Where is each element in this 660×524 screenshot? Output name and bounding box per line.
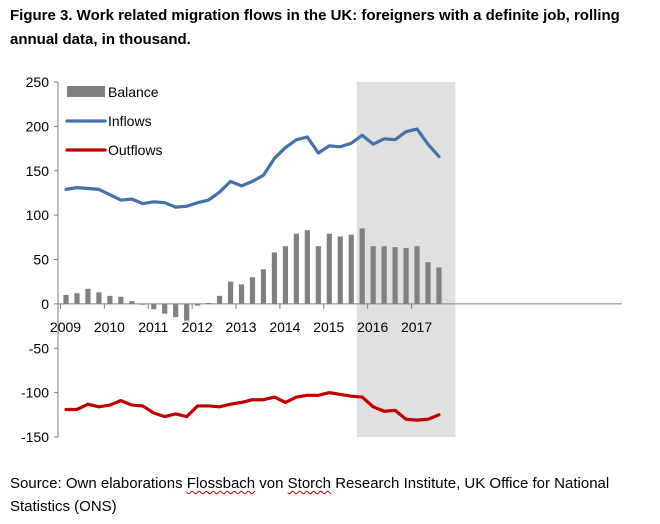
x-tick-label: 2012	[182, 319, 213, 335]
source-von: von	[255, 475, 288, 492]
y-tick-label: 250	[26, 74, 50, 90]
balance-bar	[129, 301, 135, 304]
legend-label-balance: Balance	[108, 84, 159, 100]
balance-bars	[63, 228, 442, 321]
x-tick-label: 2009	[50, 319, 81, 335]
source-flossbach: Flossbach	[186, 475, 256, 492]
x-tick-label: 2014	[269, 319, 300, 335]
balance-bar	[216, 295, 223, 304]
balance-bar	[195, 303, 201, 306]
balance-bar	[173, 303, 179, 318]
x-tick-label: 2015	[313, 319, 344, 335]
legend-label-outflows: Outflows	[108, 142, 162, 158]
balance-bar	[162, 303, 168, 314]
x-tick-label: 2013	[225, 319, 256, 335]
balance-bar	[436, 267, 442, 304]
balance-bar	[85, 288, 91, 304]
balance-bar	[403, 247, 409, 304]
legend-label-inflows: Inflows	[108, 113, 152, 129]
x-tick-label: 2010	[94, 319, 125, 335]
source-storch: Storch	[287, 475, 332, 492]
y-tick-label: 150	[26, 163, 50, 179]
balance-bar	[414, 246, 420, 304]
balance-bar	[107, 295, 113, 304]
legend-swatch-balance	[67, 86, 105, 97]
source-note: Source: Own elaborations Flossbach von S…	[10, 472, 650, 518]
x-tick-label: 2016	[357, 319, 388, 335]
x-tick-label: 2011	[138, 319, 168, 335]
balance-bar	[249, 277, 256, 304]
balance-bar	[96, 292, 102, 304]
y-tick-label: -150	[21, 429, 49, 445]
balance-bar	[260, 269, 267, 304]
balance-bar	[348, 234, 354, 304]
y-tick-label: 50	[33, 252, 49, 268]
figure-title: Figure 3. Work related migration flows i…	[10, 7, 620, 48]
balance-bar	[392, 247, 398, 304]
balance-bar	[151, 303, 157, 310]
balance-bar	[184, 303, 190, 321]
balance-bar	[271, 252, 278, 304]
source-prefix: Source: Own elaborations	[10, 475, 187, 492]
balance-bar	[315, 246, 321, 304]
balance-bar	[282, 246, 288, 304]
y-tick-label: -50	[29, 340, 49, 356]
y-tick-label: -100	[21, 385, 49, 401]
balance-bar	[326, 233, 332, 304]
balance-bar	[381, 246, 387, 304]
balance-bar	[293, 233, 299, 304]
balance-bar	[63, 295, 69, 304]
balance-bar	[425, 262, 431, 304]
balance-bar	[337, 236, 343, 304]
balance-bar	[359, 228, 365, 304]
outflows-line	[64, 391, 441, 422]
balance-bar	[227, 281, 234, 304]
axes: 250 200 150 100 50 0 -50 -100 -150 2009 2010 2011 20…	[21, 74, 622, 445]
inflows-line	[64, 127, 441, 209]
series-lines	[64, 127, 441, 422]
y-tick-label: 200	[26, 118, 50, 134]
y-tick-label: 0	[41, 296, 49, 312]
legend: Balance Inflows Outflows	[65, 84, 162, 158]
source-suffix: Research Institute, UK Office for Nation…	[10, 475, 610, 515]
balance-bar	[74, 293, 80, 304]
x-tick-label: 2017	[401, 319, 432, 335]
balance-bar	[118, 296, 124, 304]
balance-bar	[238, 284, 245, 304]
balance-bar	[370, 246, 376, 304]
balance-bar	[304, 230, 310, 304]
y-tick-label: 100	[26, 207, 50, 223]
